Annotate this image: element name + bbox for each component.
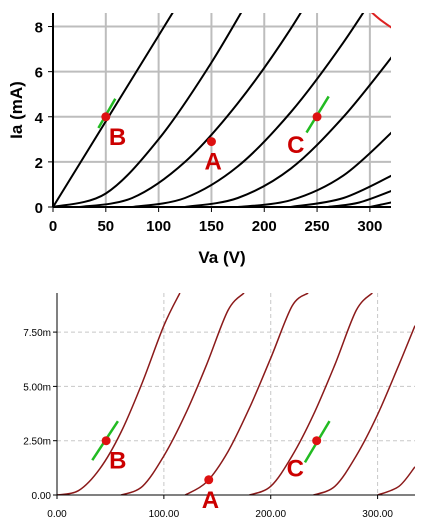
bot-curve-2 (120, 293, 245, 495)
bot-y-tick-label: 0.00 (32, 491, 52, 502)
top-y-tick-label: 4 (35, 110, 44, 127)
bottom-plot-background (57, 293, 415, 495)
bottom-markers: A B C (91, 420, 331, 514)
top-point-a (206, 137, 216, 147)
top-curve-2 (53, 13, 243, 207)
top-y-tick-label: 2 (35, 155, 43, 172)
top-x-tick-label: 200 (252, 218, 277, 235)
bot-point-c (312, 436, 322, 446)
top-x-tick-label: 250 (305, 218, 330, 235)
bot-x-tick-label: 0.00 (47, 509, 67, 520)
top-y-axis-title: Ia (mA) (7, 81, 26, 139)
bot-y-tick-label: 5.00m (23, 382, 51, 393)
bot-y-tick-label: 2.50m (23, 437, 51, 448)
top-curve-4 (132, 13, 365, 207)
top-point-b (101, 112, 111, 122)
bot-curve-4 (249, 293, 373, 495)
top-x-axis-title: Va (V) (198, 248, 245, 267)
bottom-chart: 0.00 100.00 200.00 300.00 0.00 2.50m 5.00m 7.5… (23, 293, 415, 520)
bot-curve-1 (57, 293, 181, 495)
top-x-tick-label: 0 (49, 218, 57, 235)
bot-point-a (204, 475, 214, 485)
bot-y-tick-label: 7.50m (23, 328, 51, 339)
top-curve-7 (290, 174, 391, 207)
top-curve-1 (53, 13, 174, 207)
bot-point-b (101, 436, 111, 446)
top-y-tick-label: 8 (35, 20, 43, 37)
top-x-ticks: 0 50 100 150 200 250 300 (49, 207, 382, 235)
top-y-tick-label: 6 (35, 65, 43, 82)
bot-x-tick-label: 100.00 (149, 509, 180, 520)
top-curves (53, 13, 391, 207)
bot-x-tick-label: 300.00 (362, 509, 393, 520)
top-point-label-b: B (109, 124, 126, 151)
top-curve-6 (237, 131, 391, 207)
top-y-tick-label: 0 (35, 200, 43, 217)
bottom-y-ticks: 0.00 2.50m 5.00m 7.50m (23, 328, 57, 502)
top-limit-curve (370, 13, 391, 29)
bot-x-tick-label: 200.00 (255, 509, 286, 520)
top-x-tick-label: 50 (97, 218, 114, 235)
top-markers: A B C (97, 95, 330, 176)
top-curve-5 (184, 56, 391, 207)
bottom-axes (56, 293, 415, 496)
bot-curve-5 (313, 325, 415, 495)
bot-point-label-b: B (109, 448, 126, 475)
top-y-ticks: 0 2 4 6 8 (35, 20, 53, 217)
bot-point-label-c: C (287, 456, 304, 483)
top-point-c (312, 112, 322, 122)
bot-curve-6 (377, 466, 415, 495)
top-x-tick-label: 300 (357, 218, 382, 235)
bottom-x-ticks: 0.00 100.00 200.00 300.00 (47, 495, 393, 520)
top-point-label-c: C (287, 132, 304, 159)
top-x-tick-label: 150 (199, 218, 224, 235)
top-axes (52, 13, 391, 208)
bot-point-label-a: A (202, 487, 219, 514)
top-x-tick-label: 100 (146, 218, 171, 235)
top-curve-3 (79, 13, 302, 207)
top-point-label-a: A (204, 149, 221, 176)
